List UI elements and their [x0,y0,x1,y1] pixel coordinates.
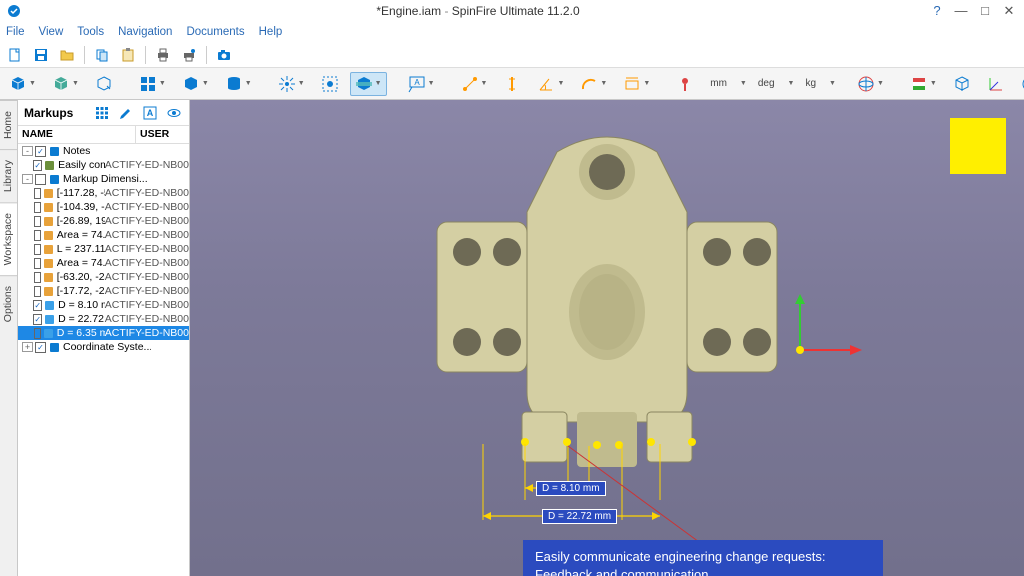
tree-row[interactable]: ✓Easily commu...ACTIFY-ED-NB00 [18,158,189,172]
tree-row[interactable]: [-17.72, -21.56...ACTIFY-ED-NB00 [18,284,189,298]
tree-row[interactable]: -✓Notes [18,144,189,158]
tree-row[interactable]: ✓D = 22.72 mmACTIFY-ED-NB00 [18,312,189,326]
app-icon [4,1,24,21]
dim-arc-icon[interactable]: ▼ [575,72,612,96]
view-cube-icon[interactable] [948,72,976,96]
unit-mass[interactable]: kg [800,72,821,96]
maximize-icon[interactable]: □ [976,3,994,19]
print-region-icon[interactable] [178,44,200,66]
info-icon[interactable]: i [1016,72,1024,96]
menu-tools[interactable]: Tools [77,26,104,38]
app-name: SpinFire Ultimate 11.2.0 [452,4,580,18]
new-icon[interactable] [4,44,26,66]
tree-row[interactable]: L = 237.11 mmACTIFY-ED-NB00 [18,242,189,256]
tree-row[interactable]: D = 6.35 mmACTIFY-ED-NB00 [18,326,189,340]
tree-row[interactable]: -Markup Dimensi... [18,172,189,186]
dim-ht-icon[interactable] [498,72,526,96]
tree-row[interactable]: Area = 74.04...ACTIFY-ED-NB00 [18,228,189,242]
bound-icon[interactable] [316,72,344,96]
col-name[interactable]: NAME [18,126,136,143]
close-icon[interactable]: ✕ [1000,3,1018,19]
tree-row[interactable]: ✓D = 8.10 mmACTIFY-ED-NB00 [18,298,189,312]
panel-title: Markups [24,106,73,120]
section-icon[interactable]: ▼ [350,72,387,96]
svg-text:A: A [414,78,420,87]
globe-icon[interactable]: ▼ [852,72,889,96]
vtab-library[interactable]: Library [0,149,17,202]
toolbar-secondary: ▼ ▼ ▼ ▼ ▼ ▼ ▼ A▼ ▼ ▼ ▼ ▼ mm▼ deg▼ kg▼ ▼ … [0,68,1024,100]
dim-label-2[interactable]: D = 22.72 mm [542,509,617,524]
tree-row[interactable]: [-63.20, -248.3...ACTIFY-ED-NB00 [18,270,189,284]
help-icon[interactable]: ? [928,3,946,19]
edit-icon[interactable] [117,104,135,122]
vtab-home[interactable]: Home [0,100,17,149]
markups-tree: -✓Notes✓Easily commu...ACTIFY-ED-NB00-Ma… [18,144,189,576]
cube1-icon[interactable]: ▼ [4,72,41,96]
note-box[interactable]: Easily communicate engineering change re… [523,540,883,576]
note-line1: Easily communicate engineering change re… [535,548,871,566]
title-sep: - [444,4,451,18]
pin-icon[interactable] [671,72,699,96]
dim-pt-icon[interactable]: ▼ [456,72,493,96]
eye-icon[interactable] [165,104,183,122]
paste-icon[interactable] [117,44,139,66]
grid-icon[interactable] [93,104,111,122]
text-a-icon[interactable]: A [141,104,159,122]
viewport-3d[interactable]: D = 8.10 mm D = 22.72 mm Easily communic… [190,100,1024,576]
dim-box-icon[interactable]: ▼ [618,72,655,96]
vertical-tabs: Home Library Workspace Options [0,100,18,576]
unit-length[interactable]: mm [705,72,732,96]
toolbar-primary [0,42,1024,68]
render-icon[interactable]: ▼ [177,72,214,96]
axes-icon[interactable] [982,72,1010,96]
camera-icon[interactable] [213,44,235,66]
menu-help[interactable]: Help [259,26,283,38]
dimension-overlay [190,100,1024,576]
svg-text:A: A [147,108,154,118]
menu-documents[interactable]: Documents [186,26,244,38]
save-icon[interactable] [30,44,52,66]
cube2-icon[interactable]: ▼ [47,72,84,96]
titlebar: *Engine.iam - SpinFire Ultimate 11.2.0 ?… [0,0,1024,22]
database-icon[interactable]: ▼ [220,72,257,96]
col-user[interactable]: USER [136,126,189,143]
vtab-options[interactable]: Options [0,275,17,332]
tree-row[interactable]: [-117.28, -52.2...ACTIFY-ED-NB00 [18,186,189,200]
menu-navigation[interactable]: Navigation [118,26,172,38]
multi-cube-icon[interactable]: ▼ [134,72,171,96]
star-icon[interactable]: ▼ [273,72,310,96]
note-a-icon[interactable]: A▼ [403,72,440,96]
open-icon[interactable] [56,44,78,66]
tree-row[interactable]: [-26.89, 19.72,...ACTIFY-ED-NB00 [18,214,189,228]
tree-row[interactable]: Area = 74.04...ACTIFY-ED-NB00 [18,256,189,270]
markups-panel: Markups A NAME USER -✓Notes✓Easily commu… [18,100,190,576]
print-icon[interactable] [152,44,174,66]
flag-icon[interactable]: ▼ [905,72,942,96]
menubar: File View Tools Navigation Documents Hel… [0,22,1024,42]
minimize-icon[interactable]: — [952,3,970,19]
window-title: *Engine.iam - SpinFire Ultimate 11.2.0 [28,4,928,18]
menu-file[interactable]: File [6,26,25,38]
dim-ang-icon[interactable]: ▼ [532,72,569,96]
vtab-workspace[interactable]: Workspace [0,202,17,275]
dim-label-1[interactable]: D = 8.10 mm [536,481,606,496]
menu-view[interactable]: View [39,26,64,38]
copy-icon[interactable] [91,44,113,66]
cube-sel-icon[interactable] [90,72,118,96]
doc-name: *Engine.iam [376,4,441,18]
tree-row[interactable]: +✓Coordinate Syste... [18,340,189,354]
unit-angle[interactable]: deg [753,72,780,96]
tree-row[interactable]: [-104.39, -52.2...ACTIFY-ED-NB00 [18,200,189,214]
note-line2: Feedback and communication. [535,566,871,576]
